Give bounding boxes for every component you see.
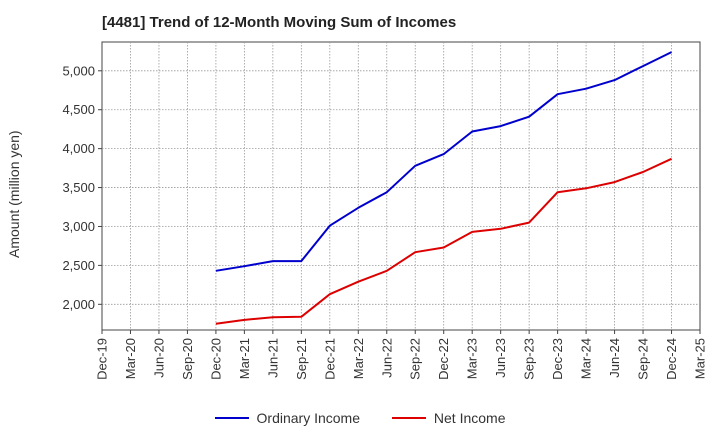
data-point-ordinary-income xyxy=(329,225,331,227)
data-point-ordinary-income xyxy=(300,260,302,262)
x-tick-label: Jun-24 xyxy=(607,338,622,378)
x-tick-label: Sep-24 xyxy=(636,338,651,380)
data-point-ordinary-income xyxy=(557,93,559,95)
x-tick-label: Dec-20 xyxy=(208,338,223,380)
data-point-ordinary-income xyxy=(471,131,473,133)
data-point-net-income xyxy=(243,319,245,321)
data-point-ordinary-income xyxy=(614,79,616,81)
x-tick-label: Sep-23 xyxy=(522,338,537,380)
x-tick-label: Jun-20 xyxy=(151,338,166,378)
data-point-net-income xyxy=(585,187,587,189)
data-point-net-income xyxy=(329,293,331,295)
legend-label-ordinary-income: Ordinary Income xyxy=(256,410,360,426)
data-point-net-income xyxy=(528,222,530,224)
data-point-net-income xyxy=(386,270,388,272)
data-point-net-income xyxy=(557,191,559,193)
data-point-ordinary-income xyxy=(215,270,217,272)
x-tick-label: Mar-20 xyxy=(123,338,138,379)
data-point-net-income xyxy=(614,181,616,183)
data-point-net-income xyxy=(671,158,673,160)
series-line-ordinary-income xyxy=(215,51,672,272)
data-point-ordinary-income xyxy=(671,51,673,53)
legend: Ordinary Income Net Income xyxy=(0,406,720,426)
legend-item-net-income: Net Income xyxy=(391,410,506,426)
x-tick-label: Jun-23 xyxy=(493,338,508,378)
data-point-net-income xyxy=(471,231,473,233)
legend-label-net-income: Net Income xyxy=(433,410,506,426)
y-tick-label: 4,000 xyxy=(62,141,95,156)
y-tick-label: 3,000 xyxy=(62,219,95,234)
data-point-net-income xyxy=(272,316,274,318)
data-point-ordinary-income xyxy=(414,165,416,167)
data-point-ordinary-income xyxy=(243,265,245,267)
data-point-ordinary-income xyxy=(585,88,587,90)
x-tick-label: Mar-24 xyxy=(579,338,594,379)
chart-title: [4481] Trend of 12-Month Moving Sum of I… xyxy=(102,14,457,31)
x-tick-label: Jun-22 xyxy=(379,338,394,378)
data-point-ordinary-income xyxy=(357,207,359,209)
data-point-ordinary-income xyxy=(272,260,274,262)
x-tick-label: Dec-21 xyxy=(322,338,337,380)
legend-swatch-net-income xyxy=(391,417,426,419)
x-tick-label: Dec-24 xyxy=(664,338,679,380)
x-tick-label: Sep-22 xyxy=(408,338,423,380)
data-point-net-income xyxy=(642,171,644,173)
y-tick-label: 3,500 xyxy=(62,180,95,195)
plot-area xyxy=(101,41,701,331)
data-point-ordinary-income xyxy=(443,153,445,155)
y-tick-label: 5,000 xyxy=(62,63,95,78)
legend-swatch-ordinary-income xyxy=(214,417,249,419)
x-tick-label: Dec-19 xyxy=(95,338,110,380)
series-line-net-income xyxy=(215,157,672,325)
x-tick-label: Dec-23 xyxy=(550,338,565,380)
data-point-net-income xyxy=(414,251,416,253)
x-tick-label: Mar-22 xyxy=(351,338,366,379)
data-point-ordinary-income xyxy=(642,65,644,67)
legend-item-ordinary-income: Ordinary Income xyxy=(214,410,360,426)
x-tick-label: Jun-21 xyxy=(265,338,280,378)
data-point-net-income xyxy=(443,246,445,248)
y-tick-label: 2,500 xyxy=(62,258,95,273)
x-tick-label: Mar-23 xyxy=(465,338,480,379)
data-point-ordinary-income xyxy=(386,191,388,193)
x-tick-label: Dec-22 xyxy=(436,338,451,380)
x-tick-label: Mar-25 xyxy=(693,338,708,379)
y-tick-label: 4,500 xyxy=(62,102,95,117)
data-point-net-income xyxy=(300,316,302,318)
y-tick-label: 2,000 xyxy=(62,297,95,312)
data-point-net-income xyxy=(357,281,359,283)
x-tick-label: Mar-21 xyxy=(237,338,252,379)
x-tick-label: Sep-21 xyxy=(294,338,309,380)
data-point-ordinary-income xyxy=(500,125,502,127)
data-point-net-income xyxy=(215,323,217,325)
data-point-ordinary-income xyxy=(528,116,530,118)
data-point-net-income xyxy=(500,228,502,230)
x-tick-label: Sep-20 xyxy=(180,338,195,380)
